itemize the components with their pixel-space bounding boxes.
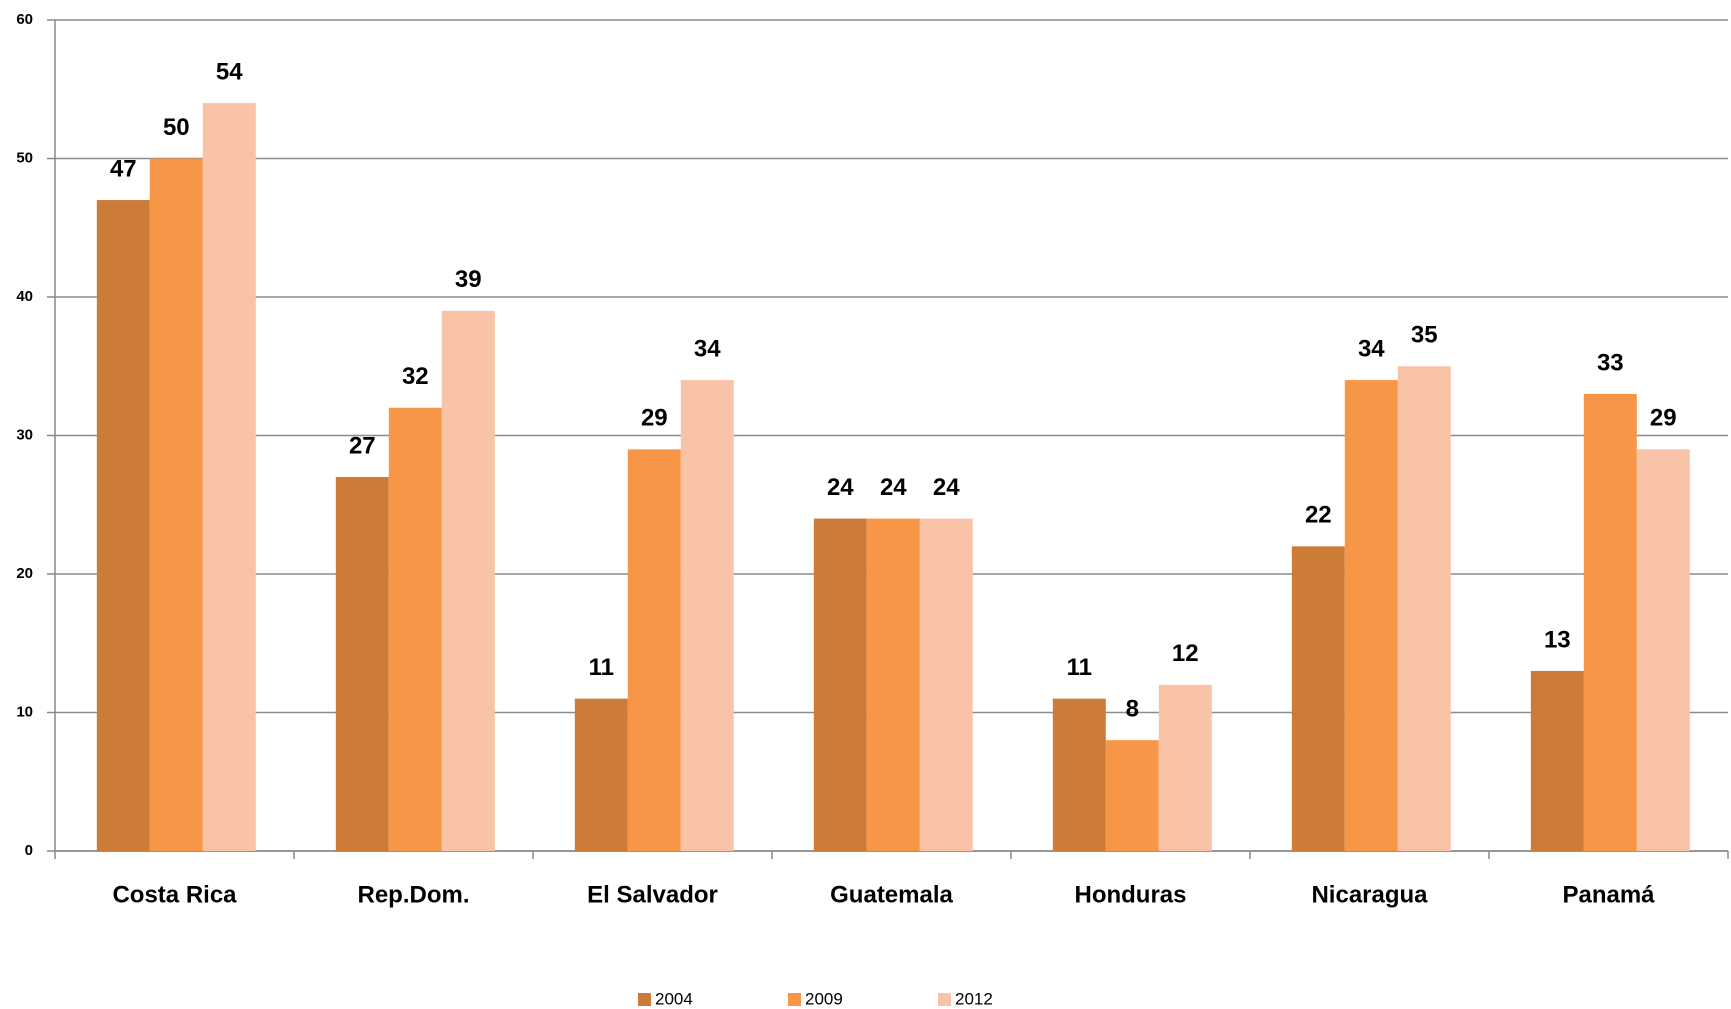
data-label: 50 — [163, 114, 190, 141]
legend-swatch — [788, 993, 801, 1006]
legend-label: 2012 — [955, 989, 993, 1008]
data-label: 29 — [641, 405, 668, 432]
bar — [149, 158, 203, 851]
legend-swatch — [938, 993, 951, 1006]
x-tick-label: Nicaragua — [1311, 881, 1428, 908]
bar — [1636, 449, 1690, 851]
bar — [1291, 546, 1345, 851]
data-label: 35 — [1411, 322, 1438, 349]
x-tick-label: Panamá — [1562, 881, 1655, 908]
y-tick-label: 50 — [16, 149, 33, 166]
legend-label: 2004 — [655, 989, 693, 1008]
bar — [1397, 366, 1451, 851]
bar — [627, 449, 681, 851]
data-label: 34 — [694, 335, 721, 362]
bar — [1583, 393, 1637, 851]
data-label: 47 — [110, 155, 137, 182]
bar — [813, 518, 867, 851]
data-label: 11 — [1067, 654, 1092, 681]
data-label: 24 — [880, 474, 907, 501]
y-tick-label: 40 — [16, 288, 33, 305]
data-label: 32 — [402, 363, 429, 390]
y-tick-label: 10 — [16, 703, 33, 720]
bar — [335, 477, 389, 851]
x-tick-label: Rep.Dom. — [357, 881, 469, 908]
data-label: 54 — [216, 58, 243, 85]
x-tick-label: Costa Rica — [112, 881, 237, 908]
data-label: 33 — [1597, 349, 1624, 376]
bar — [1344, 380, 1398, 851]
data-label: 13 — [1544, 626, 1571, 653]
x-tick-label: Honduras — [1074, 881, 1186, 908]
bar — [1530, 670, 1584, 851]
data-label: 8 — [1126, 696, 1139, 723]
bar — [1105, 740, 1159, 851]
bar — [866, 518, 920, 851]
bar — [919, 518, 973, 851]
data-label: 12 — [1172, 640, 1199, 667]
bar — [388, 407, 442, 851]
data-label: 29 — [1650, 405, 1677, 432]
data-label: 24 — [827, 474, 854, 501]
data-label: 24 — [933, 474, 960, 501]
data-label: 39 — [455, 266, 482, 293]
legend-label: 2009 — [805, 989, 843, 1008]
bar — [96, 200, 150, 852]
y-tick-label: 20 — [16, 565, 33, 582]
bar — [1158, 684, 1212, 851]
bar — [574, 698, 628, 851]
y-tick-label: 60 — [16, 11, 33, 28]
data-label: 34 — [1358, 335, 1385, 362]
data-label: 22 — [1305, 502, 1332, 529]
bar — [1052, 698, 1106, 851]
y-tick-label: 30 — [16, 426, 33, 443]
data-label: 11 — [589, 654, 614, 681]
bar — [202, 103, 256, 852]
y-tick-label: 0 — [25, 842, 33, 859]
legend-swatch — [638, 993, 651, 1006]
data-label: 27 — [349, 432, 376, 459]
x-tick-label: Guatemala — [830, 881, 953, 908]
bar — [680, 380, 734, 851]
bar — [441, 310, 495, 852]
x-tick-label: El Salvador — [587, 881, 718, 908]
